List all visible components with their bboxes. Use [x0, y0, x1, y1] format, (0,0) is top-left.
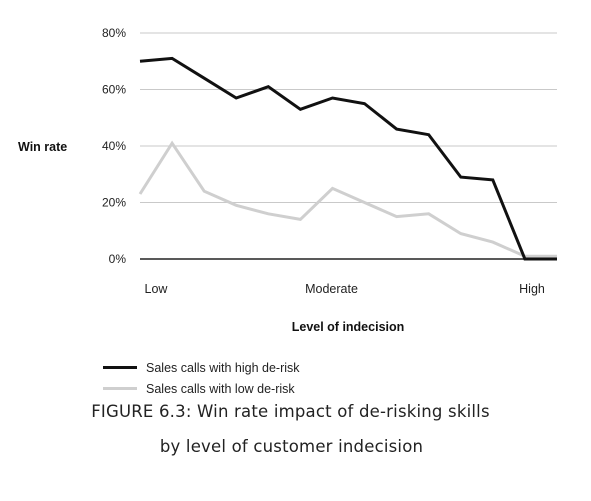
x-axis-label: Level of indecision — [292, 320, 405, 334]
legend-swatch-high-de-risk — [103, 366, 137, 369]
x-tick-label: High — [519, 282, 545, 296]
y-tick-label: 40% — [102, 139, 126, 153]
legend-label-high-de-risk: Sales calls with high de-risk — [146, 360, 300, 375]
x-tick-label: Low — [145, 282, 169, 296]
y-axis-label: Win rate — [18, 140, 67, 154]
x-tick-label: Moderate — [305, 282, 358, 296]
figure-caption-line-1: FIGURE 6.3: Win rate impact of de-riskin… — [91, 402, 490, 421]
y-tick-label: 80% — [102, 26, 126, 40]
legend-label-low-de-risk: Sales calls with low de-risk — [146, 381, 295, 396]
y-tick-label: 60% — [102, 83, 126, 97]
series-line-low-de-risk — [138, 140, 557, 258]
legend: Sales calls with high de-risk Sales call… — [103, 357, 300, 399]
legend-swatch-low-de-risk — [103, 387, 137, 390]
x-axis-ticks: Low Moderate High — [145, 282, 545, 296]
gridlines — [140, 32, 557, 260]
figure-caption-line-2: by level of customer indecision — [159, 437, 424, 456]
y-axis-ticks: 0% 20% 40% 60% 80% — [102, 26, 126, 266]
legend-item-low-de-risk: Sales calls with low de-risk — [103, 378, 300, 399]
y-tick-label: 20% — [102, 196, 126, 210]
series-line-high-de-risk — [139, 56, 557, 261]
series-lines — [138, 56, 557, 261]
legend-item-high-de-risk: Sales calls with high de-risk — [103, 357, 300, 378]
y-tick-label: 0% — [109, 252, 127, 266]
